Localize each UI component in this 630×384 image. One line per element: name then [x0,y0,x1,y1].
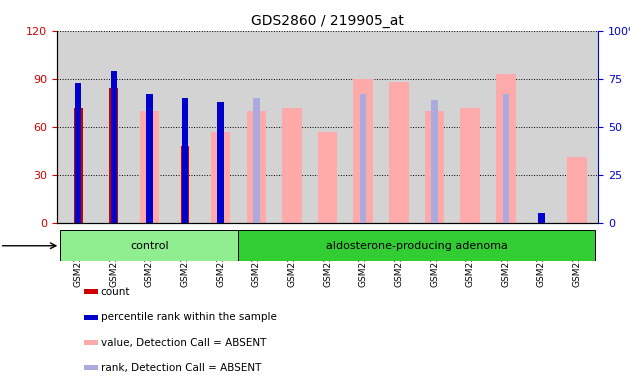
Bar [282,108,302,223]
Bar [353,79,373,223]
Bar [503,94,509,223]
Bar [496,74,515,223]
Bar [217,102,224,223]
Bar [211,132,231,223]
Bar [246,111,266,223]
Bar [181,146,190,223]
Bar [538,213,545,223]
Bar [110,71,117,223]
Bar [389,82,409,223]
Bar [461,108,480,223]
Bar [239,230,595,261]
Title: GDS2860 / 219905_at: GDS2860 / 219905_at [251,14,404,28]
Text: rank, Detection Call = ABSENT: rank, Detection Call = ABSENT [101,363,261,373]
Bar [84,314,98,320]
Bar [74,108,83,223]
Text: count: count [101,287,130,297]
Bar [84,289,98,295]
Bar [109,88,118,223]
Bar [75,83,81,223]
Bar [60,230,239,261]
Bar [84,365,98,371]
Text: aldosterone-producing adenoma: aldosterone-producing adenoma [326,241,508,251]
Bar [253,98,260,223]
Bar [182,98,188,223]
Text: control: control [130,241,169,251]
Bar [140,111,159,223]
Text: percentile rank within the sample: percentile rank within the sample [101,312,277,322]
Bar [432,100,438,223]
Bar [318,132,338,223]
Bar [146,94,152,223]
Bar [425,111,444,223]
Bar [360,94,367,223]
Bar [84,340,98,345]
Text: value, Detection Call = ABSENT: value, Detection Call = ABSENT [101,338,266,348]
Bar [567,157,587,223]
